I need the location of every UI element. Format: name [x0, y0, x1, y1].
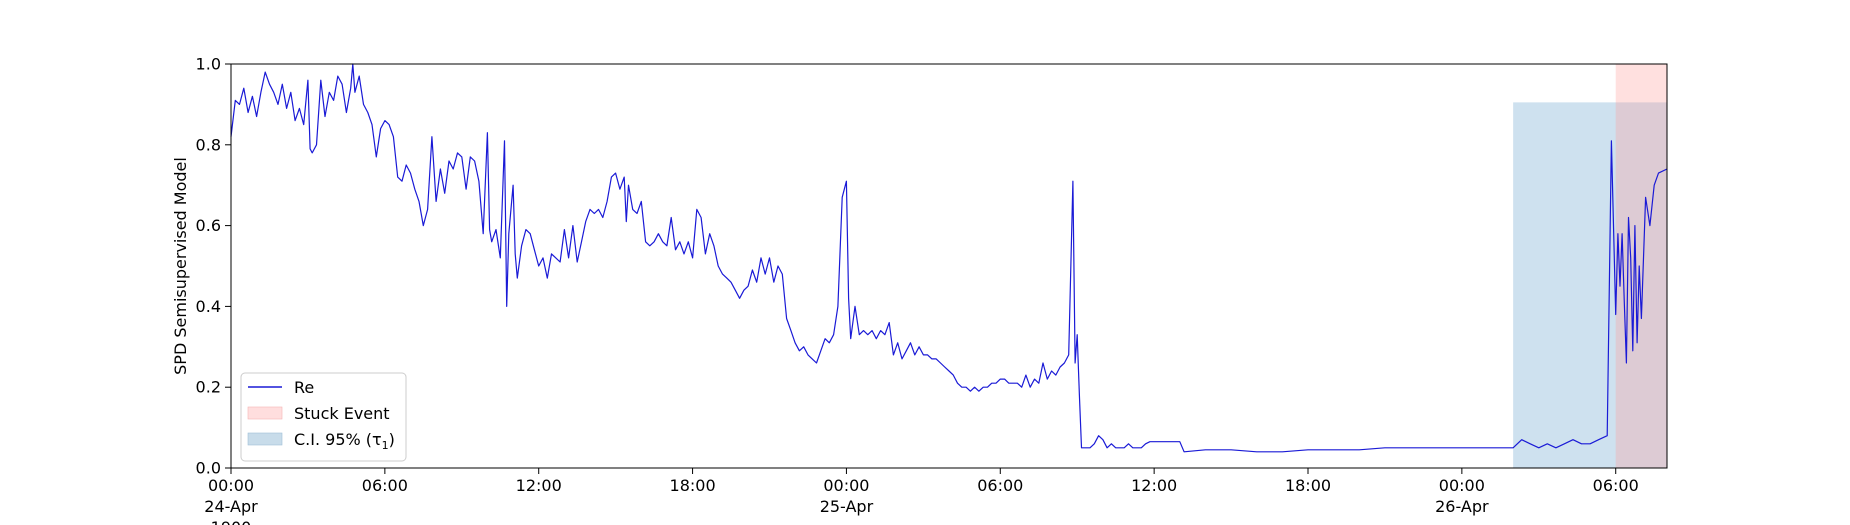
y-tick-label: 0.0 [196, 459, 221, 478]
x-tick-label: 06:00 [362, 476, 408, 495]
legend-swatch-ci [247, 432, 283, 446]
shaded-regions [1513, 64, 1667, 468]
region-stuck-event [1615, 64, 1667, 468]
x-tick-label: 00:00 [208, 476, 254, 495]
y-tick-label: 0.6 [196, 216, 221, 235]
x-axis: 00:00 24-Apr 1900 06:00 12:00 18:00 00:00 25-Ap… [204, 468, 1639, 525]
x-tick-label: 06:00 [1593, 476, 1639, 495]
y-tick-label: 0.4 [196, 297, 221, 316]
y-tick-label: 0.2 [196, 378, 221, 397]
plot-frame [230, 63, 1668, 469]
x-tick-date-label: 26-Apr [1435, 497, 1489, 516]
x-tick-label: 12:00 [516, 476, 562, 495]
x-tick-label: 18:00 [670, 476, 716, 495]
x-tick-date-label: 24-Apr [204, 497, 258, 516]
x-tick-label: 00:00 [1439, 476, 1485, 495]
legend: Re Stuck Event C.I. 95% (τ1) [240, 372, 407, 462]
region-ci-95 [1513, 102, 1667, 468]
x-tick-label: 18:00 [1285, 476, 1331, 495]
x-tick-year-label: 1900 [211, 518, 252, 525]
y-axis: 0.0 0.2 0.4 0.6 0.8 1.0 [196, 55, 231, 478]
legend-label: C.I. 95% (τ1) [294, 430, 395, 452]
series-layer [230, 63, 1668, 453]
series-line-re [230, 63, 1668, 453]
x-tick-date-label: 25-Apr [820, 497, 874, 516]
y-tick-label: 0.8 [196, 135, 221, 154]
x-tick-label: 06:00 [977, 476, 1023, 495]
y-tick-label: 1.0 [196, 55, 221, 74]
legend-label: Re [294, 378, 314, 397]
legend-swatch-stuck-event [247, 406, 283, 420]
legend-label: Stuck Event [294, 404, 390, 423]
x-tick-label: 12:00 [1131, 476, 1177, 495]
x-tick-label: 00:00 [823, 476, 869, 495]
y-axis-label: SPD Semisupervised Model [171, 157, 190, 375]
